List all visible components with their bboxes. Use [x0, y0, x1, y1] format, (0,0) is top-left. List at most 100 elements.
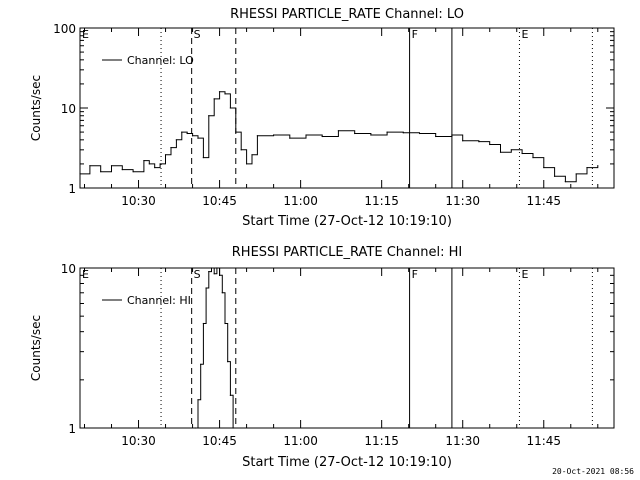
lo-data-point	[143, 160, 145, 162]
lo-data-point	[79, 173, 81, 175]
hi-data-point	[227, 361, 229, 363]
lo-series-line	[80, 91, 599, 183]
lo-data-point	[154, 166, 156, 169]
lo-event-marker-label: S	[194, 28, 201, 41]
hi-x-tick-label: 10:45	[202, 434, 237, 448]
hi-data-point	[197, 399, 199, 401]
lo-x-tick-label: 11:15	[364, 194, 399, 208]
lo-y-tick-label: 10	[61, 102, 76, 116]
lo-data-point	[564, 181, 566, 183]
hi-event-marker-label: F	[412, 268, 418, 281]
lo-data-point	[354, 132, 356, 135]
hi-chart-title: RHESSI PARTICLE_RATE Channel: HI	[232, 245, 462, 260]
lo-data-point	[321, 135, 323, 138]
hi-y-axis-label: Counts/sec	[29, 315, 43, 381]
lo-data-point	[121, 168, 123, 171]
lo-data-point	[289, 137, 291, 139]
lo-data-point	[553, 175, 556, 177]
hi-x-tick-label: 11:00	[283, 434, 318, 448]
hi-data-point	[202, 322, 204, 325]
hi-data-point	[194, 427, 196, 429]
lo-x-tick-label: 10:30	[121, 194, 156, 208]
lo-data-point	[110, 165, 113, 167]
lo-data-point	[337, 130, 340, 132]
hi-x-tick-label: 11:30	[445, 434, 480, 448]
lo-event-marker-label: F	[412, 28, 418, 41]
lo-data-point	[478, 141, 480, 143]
lo-x-tick-label: 11:00	[283, 194, 318, 208]
hi-data-point	[205, 287, 207, 289]
hi-data-point	[216, 267, 218, 269]
lo-data-point	[181, 131, 183, 133]
lo-data-point	[159, 163, 161, 165]
hi-event-marker-label: E	[521, 268, 528, 281]
lo-data-point	[208, 115, 210, 117]
lo-data-point	[402, 132, 404, 134]
lo-data-point	[489, 143, 491, 146]
lo-x-axis-label: Start Time (27-Oct-12 10:19:10)	[242, 214, 452, 229]
hi-legend-label: Channel: HI	[127, 294, 191, 307]
lo-data-point	[586, 166, 588, 169]
lo-x-tick-label: 11:45	[526, 194, 561, 208]
hi-data-point	[221, 292, 223, 294]
hi-x-tick-label: 10:30	[121, 434, 156, 448]
lo-data-point	[202, 156, 204, 159]
hi-x-tick-label: 11:45	[526, 434, 561, 448]
lo-data-point	[256, 135, 258, 137]
lo-x-tick-label: 10:45	[202, 194, 237, 208]
lo-y-tick-label: 100	[53, 22, 76, 36]
hi-data-point	[213, 273, 215, 275]
lo-data-point	[191, 135, 194, 137]
lo-data-point	[305, 134, 307, 136]
lo-data-point	[510, 149, 512, 151]
hi-series-line	[195, 267, 234, 429]
hi-data-point	[218, 274, 221, 276]
hi-event-marker-label: S	[194, 268, 201, 281]
hi-y-tick-label: 1	[68, 422, 76, 436]
lo-data-point	[418, 132, 421, 135]
hi-x-axis-label: Start Time (27-Oct-12 10:19:10)	[242, 455, 452, 470]
hi-data-point	[210, 267, 213, 269]
lo-data-point	[543, 166, 545, 169]
lo-data-point	[462, 140, 464, 142]
hi-data-point	[200, 363, 202, 365]
hi-data-point	[224, 322, 226, 325]
lo-data-point	[89, 165, 91, 167]
lo-data-point	[532, 156, 534, 159]
lo-data-point	[245, 163, 248, 165]
lo-data-point	[273, 134, 275, 136]
lo-chart-title: RHESSI PARTICLE_RATE Channel: LO	[230, 7, 464, 22]
lo-y-tick-label: 1	[68, 182, 76, 196]
hi-data-point	[229, 394, 231, 396]
lo-data-point	[132, 171, 134, 173]
lo-data-point	[224, 93, 226, 95]
lo-event-marker-label: E	[82, 28, 89, 41]
lo-data-point	[170, 146, 172, 149]
lo-data-point	[229, 107, 231, 109]
hi-data-point	[232, 427, 234, 429]
lo-data-point	[451, 134, 453, 136]
lo-data-point	[186, 132, 188, 135]
lo-data-point	[370, 134, 372, 136]
lo-event-marker-label: E	[521, 28, 528, 41]
lo-data-point	[197, 137, 199, 139]
lo-data-point	[100, 171, 102, 173]
lo-x-tick-label: 11:30	[445, 194, 480, 208]
hi-y-tick-label: 10	[61, 262, 76, 276]
lo-data-point	[499, 151, 502, 153]
lo-data-point	[235, 131, 237, 133]
lo-data-point	[386, 131, 388, 133]
lo-data-point	[213, 98, 215, 100]
hi-event-marker-label: E	[82, 268, 89, 281]
lo-data-point	[148, 163, 150, 165]
lo-data-point	[175, 139, 177, 141]
lo-data-point	[435, 135, 437, 138]
hi-data-point	[208, 270, 210, 273]
lo-y-axis-label: Counts/sec	[29, 75, 43, 141]
hi-plot-frame	[79, 267, 615, 429]
lo-data-point	[218, 91, 221, 93]
lo-legend-label: Channel: LO	[127, 54, 194, 67]
hi-x-tick-label: 11:15	[364, 434, 399, 448]
lo-data-point	[164, 154, 167, 156]
